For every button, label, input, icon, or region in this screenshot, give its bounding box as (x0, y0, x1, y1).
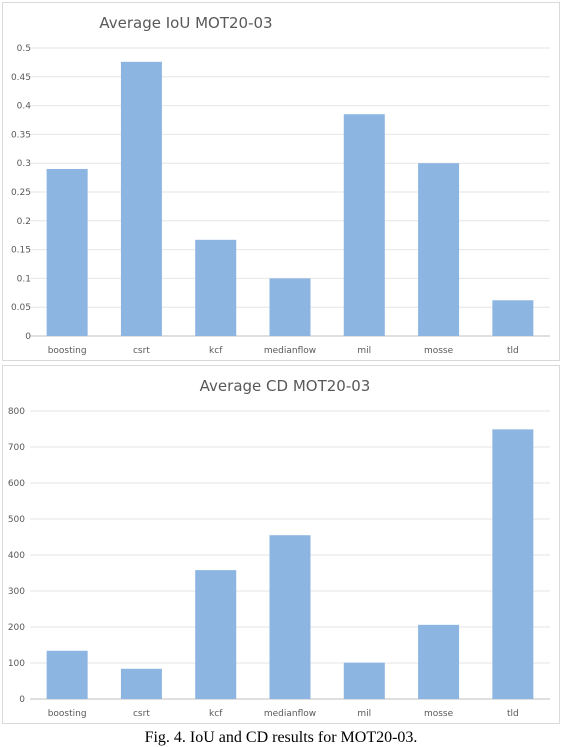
y-tick-label: 300 (8, 587, 25, 597)
x-category-label: csrt (133, 709, 150, 719)
x-category-label: mosse (424, 346, 454, 356)
bar-mil (343, 662, 385, 699)
x-category-label: tld (507, 709, 519, 719)
y-tick-label: 0 (25, 332, 31, 342)
y-tick-label: 0.35 (11, 130, 31, 140)
y-tick-label: 600 (8, 479, 25, 489)
x-category-label: tld (507, 346, 519, 356)
y-tick-label: 0.15 (11, 246, 31, 256)
bar-medianflow (269, 278, 311, 336)
bar-kcf (195, 570, 237, 699)
y-tick-label: 0.4 (17, 102, 32, 112)
chart-title: Average CD MOT20-03 (200, 377, 371, 395)
y-tick-label: 700 (8, 443, 25, 453)
cd-chart-panel: Average CD MOT20-03 0 100 200 300 400 500 600 7… (2, 365, 560, 724)
bar-mosse (418, 163, 460, 336)
y-tick-label: 0.1 (17, 274, 31, 284)
x-category-label: kcf (209, 346, 223, 356)
y-tick-label: 800 (8, 407, 25, 417)
x-category-label: boosting (48, 709, 87, 719)
x-category-label: mosse (424, 709, 454, 719)
y-tick-label: 0.5 (17, 44, 31, 54)
y-tick-label: 400 (8, 551, 25, 561)
y-tick-label: 0.05 (11, 303, 31, 313)
bar-boosting (46, 650, 88, 699)
bar-boosting (46, 168, 88, 336)
bar-mil (343, 114, 385, 337)
y-tick-label: 0.3 (17, 159, 31, 169)
x-category-label: csrt (133, 346, 150, 356)
bar-kcf (195, 239, 237, 336)
x-category-label: boosting (48, 346, 87, 356)
bar-tld (492, 429, 534, 699)
y-tick-label: 0 (19, 695, 25, 705)
iou-chart-panel: Average IoU MOT20-03 0 0.05 0.1 0.15 0.2 0.25… (2, 2, 560, 361)
y-tick-label: 0.45 (11, 73, 31, 83)
bar-medianflow (269, 535, 311, 699)
x-category-label: mil (357, 346, 371, 356)
y-tick-label: 500 (8, 515, 25, 525)
bar-mosse (418, 624, 460, 699)
chart-title: Average IoU MOT20-03 (99, 14, 272, 32)
figure-caption: Fig. 4. IoU and CD results for MOT20-03. (144, 729, 418, 746)
y-tick-label: 0.2 (17, 217, 31, 227)
x-category-label: medianflow (264, 346, 316, 356)
cd-bar-chart: Average CD MOT20-03 0 100 200 300 400 500 600 7… (8, 377, 550, 719)
x-category-label: mil (357, 709, 371, 719)
bar-csrt (120, 668, 162, 699)
bar-csrt (120, 61, 162, 336)
x-category-label: kcf (209, 709, 223, 719)
y-tick-label: 200 (8, 623, 25, 633)
iou-bar-chart: Average IoU MOT20-03 0 0.05 0.1 0.15 0.2 0.25… (11, 14, 550, 356)
y-tick-label: 0.25 (11, 188, 31, 198)
y-tick-label: 100 (8, 659, 25, 669)
x-category-label: medianflow (264, 709, 316, 719)
bar-tld (492, 300, 534, 336)
